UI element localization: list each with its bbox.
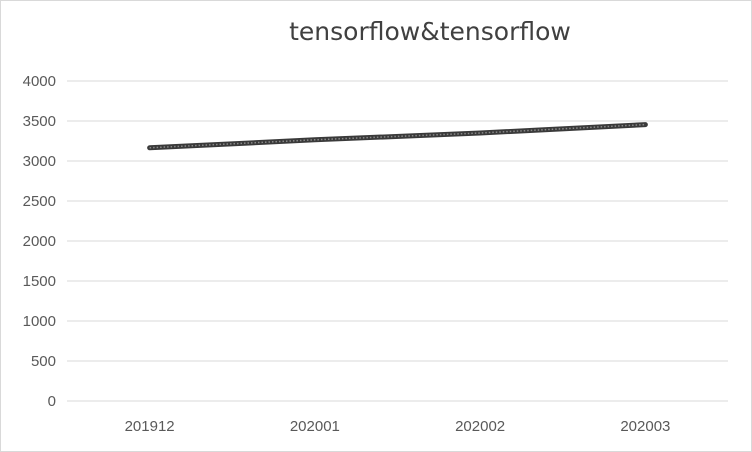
y-tick-label: 1500 — [23, 273, 56, 290]
x-tick-label: 202001 — [290, 418, 340, 435]
chart-title: tensorflow&tensorflow — [289, 17, 571, 46]
gridlines — [67, 80, 728, 402]
y-tick-label: 500 — [31, 353, 56, 370]
y-axis-tick-labels: 0 500 1000 1500 2000 2500 3000 3500 4000 — [23, 73, 56, 410]
y-tick-label: 2000 — [23, 233, 56, 250]
x-tick-label: 202002 — [455, 418, 505, 435]
y-tick-label: 2500 — [23, 193, 56, 210]
x-axis-tick-labels: 201912 202001 202002 202003 — [125, 418, 671, 435]
x-tick-label: 202003 — [620, 418, 670, 435]
series-lines — [147, 122, 648, 151]
y-tick-label: 0 — [48, 393, 56, 410]
y-tick-label: 1000 — [23, 313, 56, 330]
y-tick-label: 3500 — [23, 113, 56, 130]
y-tick-label: 4000 — [23, 73, 56, 90]
y-tick-label: 3000 — [23, 153, 56, 170]
series-line-texture — [149, 123, 646, 149]
x-tick-label: 201912 — [125, 418, 175, 435]
